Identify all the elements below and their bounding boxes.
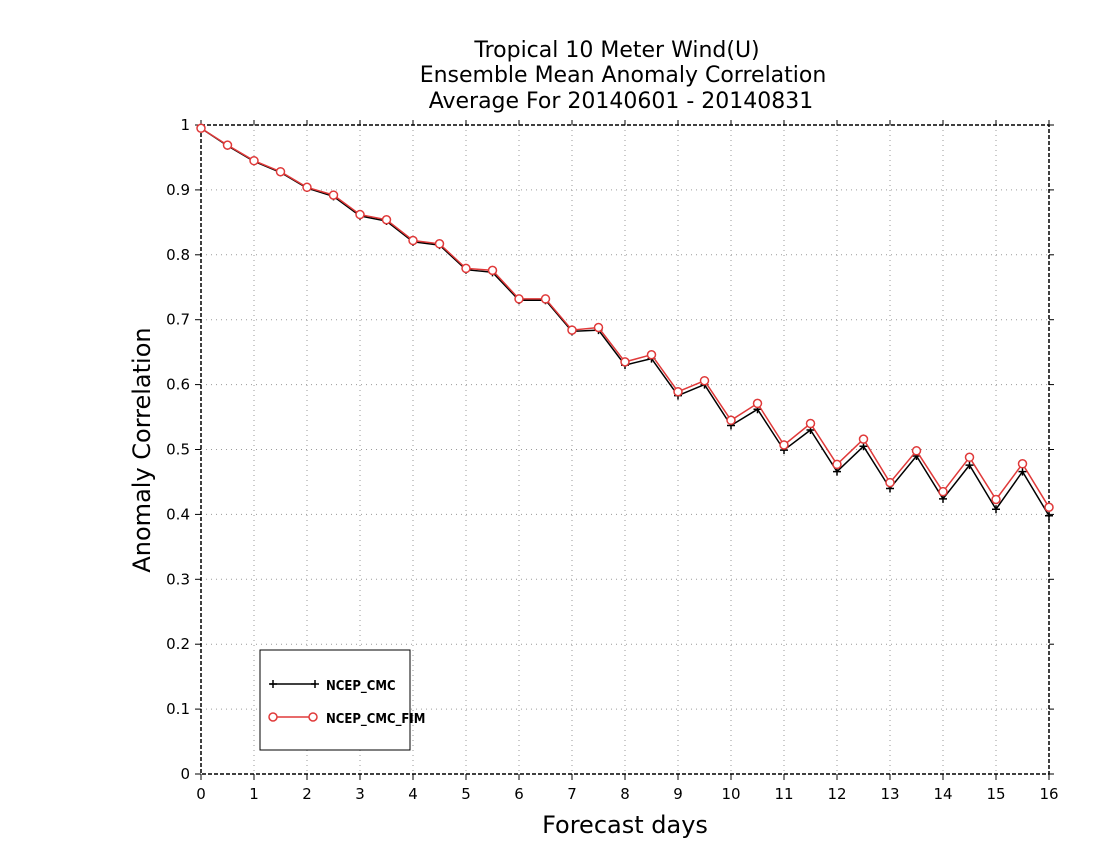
data-point-ncep-cmc-fim [911,446,922,456]
x-tick-label: 0 [196,785,206,803]
data-point-ncep-cmc [992,505,1000,514]
data-point-ncep-cmc-fim [567,325,577,335]
data-point-ncep-cmc-fim [328,190,339,200]
x-tick-labels: 0 1 2 3 4 5 6 7 8 9 10 11 12 13 14 15 16 [196,785,1058,803]
x-tick-label: 1 [249,785,259,803]
data-point-ncep-cmc-fim [487,265,498,276]
x-tick-label: 3 [355,785,365,803]
y-tick-label: 1 [180,116,190,134]
x-tick-label: 16 [1039,785,1058,803]
data-point-ncep-cmc-fim [196,123,206,133]
legend-marker-ncep-cmc-fim-right [308,712,318,722]
data-point-ncep-cmc-fim [593,322,604,333]
data-point-ncep-cmc-fim [752,398,763,409]
legend-label-ncep-cmc: NCEP_CMC [326,679,396,694]
data-point-ncep-cmc-fim [620,357,630,367]
data-point-ncep-cmc-fim [514,294,524,304]
y-tick-label: 0.6 [166,376,190,394]
y-axis-title: Anomaly Correlation [128,327,156,572]
x-tick-label: 6 [514,785,524,803]
x-tick-label: 12 [827,785,846,803]
x-tick-label: 13 [880,785,899,803]
y-tick-label: 0.5 [166,441,190,459]
legend: NCEP_CMC NCEP_CMC_FIM [259,649,425,751]
data-point-ncep-cmc-fim [461,263,471,274]
data-point-ncep-cmc-fim [408,235,418,246]
data-point-ncep-cmc [1045,511,1053,520]
title-line-3: Average For 20140601 - 20140831 [429,89,814,114]
data-point-ncep-cmc-fim [222,140,233,150]
y-tick-label: 0.8 [166,246,190,264]
data-point-ncep-cmc-fim [434,239,445,249]
data-point-ncep-cmc-fim [646,349,657,360]
y-tick-label: 0.7 [166,311,190,329]
x-tick-label: 10 [721,785,740,803]
data-point-ncep-cmc-fim [1044,502,1054,513]
data-point-ncep-cmc-fim [726,415,736,426]
legend-marker-ncep-cmc-fim-left [268,712,278,722]
x-axis-title: Forecast days [542,811,708,839]
title-line-1: Tropical 10 Meter Wind(U) [473,38,759,63]
x-tick-label: 4 [408,785,418,803]
data-point-ncep-cmc-fim [832,459,842,470]
x-tick-label: 5 [461,785,471,803]
y-tick-labels: 0 0.1 0.2 0.3 0.4 0.5 0.6 0.7 0.8 0.9 1 [166,116,190,783]
y-tick-label: 0 [180,765,190,783]
x-tick-label: 11 [774,785,793,803]
series-line-ncep-cmc [200,127,1050,517]
title-line-2: Ensemble Mean Anomaly Correlation [420,63,827,88]
chart-title: Tropical 10 Meter Wind(U) Ensemble Mean … [420,38,827,114]
data-point-ncep-cmc-fim [355,209,365,220]
data-series [196,123,1054,520]
data-point-ncep-cmc-fim [885,477,895,488]
data-point-ncep-cmc-fim [381,215,392,225]
data-point-ncep-cmc-fim [540,294,551,304]
data-point-ncep-cmc-fim [779,440,789,450]
x-tick-label: 9 [673,785,683,803]
series-ncep-cmc-fim [196,123,1054,513]
data-point-ncep-cmc-fim [991,494,1001,505]
data-point-ncep-cmc [1018,467,1027,476]
y-tick-label: 0.2 [166,635,190,653]
legend-label-ncep-cmc-fim: NCEP_CMC_FIM [326,712,425,727]
x-tick-label: 2 [302,785,312,803]
data-point-ncep-cmc-fim [699,375,710,386]
data-point-ncep-cmc-fim [858,434,869,444]
data-point-ncep-cmc-fim [938,486,948,497]
y-tick-label: 0.1 [166,700,190,718]
x-tick-label: 7 [567,785,577,803]
data-point-ncep-cmc-fim [249,155,259,166]
data-point-ncep-cmc-fim [302,182,312,193]
legend-marker-ncep-cmc [269,680,319,688]
x-tick-label: 8 [620,785,630,803]
y-tick-label: 0.3 [166,570,190,588]
data-point-ncep-cmc-fim [673,386,683,397]
x-tick-label: 14 [933,785,952,803]
data-point-ncep-cmc [965,461,974,470]
data-point-ncep-cmc-fim [1017,459,1028,469]
y-tick-label: 0.4 [166,505,190,523]
x-tick-label: 15 [986,785,1005,803]
y-tick-label: 0.9 [166,181,190,199]
legend-box [259,649,411,751]
data-point-ncep-cmc-fim [805,418,816,429]
data-point-ncep-cmc-fim [964,452,975,463]
data-point-ncep-cmc-fim [275,166,286,177]
